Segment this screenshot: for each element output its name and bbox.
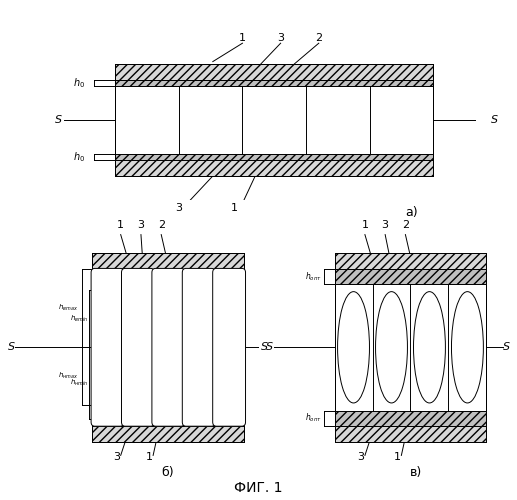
Bar: [93, 276, 245, 418]
FancyBboxPatch shape: [152, 268, 185, 426]
Bar: [93, 405, 245, 425]
Text: 3: 3: [277, 34, 284, 43]
Text: S: S: [491, 115, 498, 125]
Text: 1: 1: [394, 452, 401, 462]
Text: 1: 1: [239, 34, 246, 43]
Ellipse shape: [375, 292, 407, 403]
Bar: [334, 410, 486, 426]
Text: ФИГ. 1: ФИГ. 1: [234, 480, 283, 494]
Text: 2: 2: [158, 220, 165, 230]
Text: 3: 3: [138, 220, 144, 230]
FancyBboxPatch shape: [121, 268, 155, 426]
Text: $h_{опт}$: $h_{опт}$: [305, 412, 322, 424]
Bar: [115, 160, 433, 176]
Text: $h_{вmin}$: $h_{вmin}$: [70, 314, 88, 324]
Text: в): в): [409, 466, 422, 479]
Ellipse shape: [414, 292, 446, 403]
Text: 1: 1: [117, 220, 124, 230]
Ellipse shape: [451, 292, 483, 403]
Bar: [115, 86, 433, 154]
Bar: [334, 253, 486, 269]
Text: 2: 2: [315, 34, 322, 43]
Text: а): а): [406, 206, 418, 219]
Text: S: S: [503, 342, 510, 352]
Bar: [93, 426, 245, 442]
Text: $h_{опт}$: $h_{опт}$: [305, 270, 322, 283]
Bar: [115, 80, 433, 86]
Bar: [93, 269, 245, 290]
Text: 3: 3: [175, 203, 183, 213]
Text: 3: 3: [113, 452, 120, 462]
Text: 1: 1: [361, 220, 369, 230]
Text: S: S: [266, 342, 273, 352]
Text: б): б): [161, 466, 174, 479]
Text: $h_{нmax}$: $h_{нmax}$: [58, 371, 78, 381]
Bar: [334, 269, 486, 284]
Text: S: S: [8, 342, 15, 352]
Bar: [115, 64, 433, 80]
Text: 1: 1: [231, 203, 237, 213]
Bar: [334, 284, 486, 410]
Text: $h_0$: $h_0$: [73, 76, 85, 90]
FancyBboxPatch shape: [91, 268, 124, 426]
Bar: [115, 154, 433, 160]
Text: 1: 1: [146, 452, 153, 462]
Text: 2: 2: [402, 220, 409, 230]
Text: S: S: [54, 115, 62, 125]
Text: $h_0$: $h_0$: [73, 150, 85, 164]
Ellipse shape: [338, 292, 370, 403]
Bar: [93, 253, 245, 269]
Text: $h_{вmax}$: $h_{вmax}$: [58, 303, 78, 314]
Text: S: S: [261, 342, 268, 352]
FancyBboxPatch shape: [183, 268, 215, 426]
Text: 3: 3: [357, 452, 364, 462]
FancyBboxPatch shape: [212, 268, 246, 426]
Text: $h_{нmin}$: $h_{нmin}$: [70, 378, 88, 388]
Text: 3: 3: [382, 220, 389, 230]
Bar: [334, 426, 486, 442]
